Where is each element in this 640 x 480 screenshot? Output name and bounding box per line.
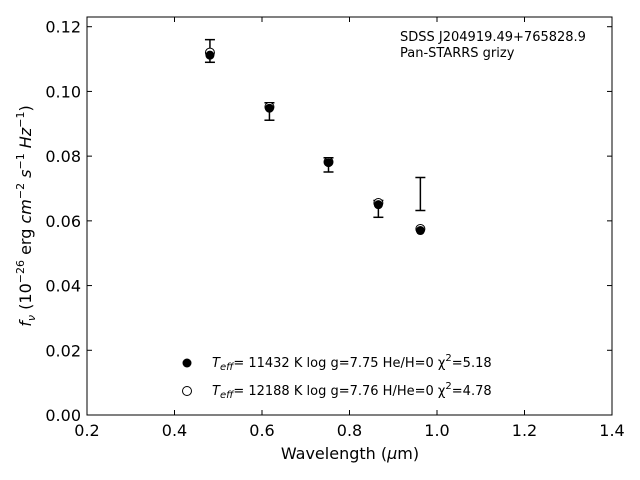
legend-marker-filled bbox=[182, 358, 192, 368]
legend-entry-1: Teff= 11432 K log g=7.75 He/H=0 χ2=5.18 bbox=[212, 353, 492, 373]
x-tick-label: 1.4 bbox=[599, 421, 624, 440]
y-tick-label: 0.06 bbox=[45, 212, 81, 231]
y-tick-label: 0.02 bbox=[45, 341, 81, 360]
legend-entry-2: Teff= 12188 K log g=7.76 H/He=0 χ2=4.78 bbox=[212, 381, 492, 401]
x-tick-label: 0.4 bbox=[162, 421, 187, 440]
markers bbox=[204, 47, 426, 236]
y-tick-label: 0.10 bbox=[45, 82, 81, 101]
observed-errorbar bbox=[415, 176, 426, 212]
x-tick-label: 0.8 bbox=[337, 421, 362, 440]
x-tick-label: 0.2 bbox=[74, 421, 99, 440]
filled-circle-point bbox=[373, 200, 383, 210]
y-tick-label: 0.08 bbox=[45, 147, 81, 166]
y-tick-label: 0.04 bbox=[45, 277, 81, 296]
x-tick-label: 0.6 bbox=[249, 421, 274, 440]
annotation-object-name: SDSS J204919.49+765828.9 bbox=[400, 30, 586, 45]
filled-circle-point bbox=[324, 158, 333, 168]
x-tick-label: 1.0 bbox=[424, 421, 449, 440]
y-axis-label: fν (10−26 erg cm−2 s−1 Hz−1) bbox=[14, 105, 38, 326]
filled-circle-point bbox=[205, 50, 215, 60]
x-axis-ticks: 0.2 0.4 0.6 0.8 1.0 1.2 1.4 bbox=[74, 17, 625, 440]
x-tick-label: 1.2 bbox=[512, 421, 537, 440]
x-axis-label: Wavelength (μm) bbox=[281, 444, 419, 463]
y-tick-label: 0.12 bbox=[45, 18, 81, 37]
y-axis-ticks: 0.00 0.02 0.04 0.06 0.08 0.10 0.12 bbox=[45, 18, 612, 425]
annotation-survey: Pan-STARRS grizy bbox=[400, 46, 515, 61]
legend: Teff= 11432 K log g=7.75 He/H=0 χ2=5.18 … bbox=[182, 353, 492, 401]
plot-area bbox=[86, 16, 613, 416]
legend-marker-open bbox=[182, 386, 192, 396]
filled-circle-point bbox=[415, 226, 425, 236]
filled-circle-point bbox=[264, 103, 274, 113]
y-tick-label: 0.00 bbox=[45, 406, 81, 425]
